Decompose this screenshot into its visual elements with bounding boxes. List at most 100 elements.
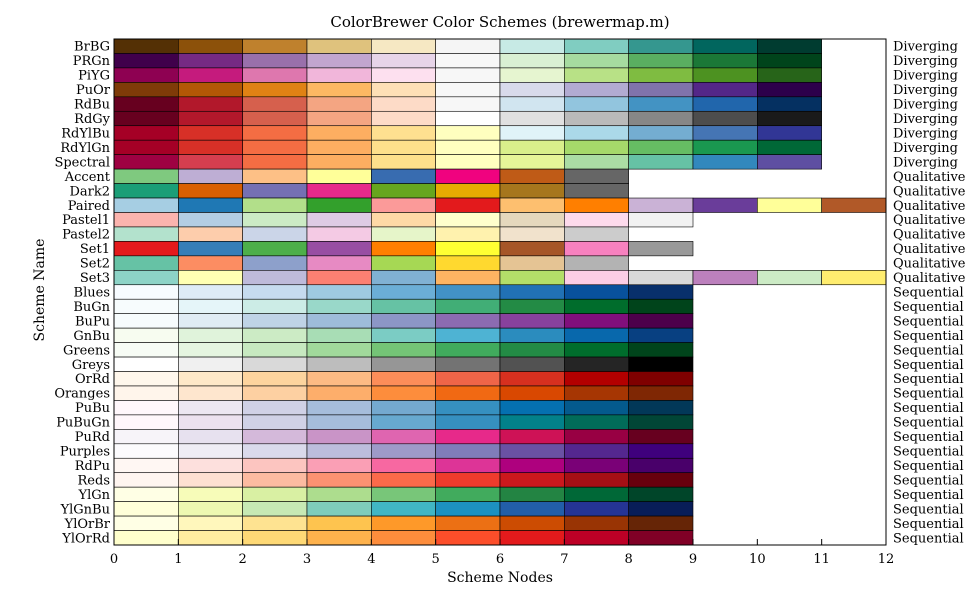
- color-cell-set1-1: [113, 241, 179, 257]
- color-cell-pubugn-8: [564, 414, 629, 430]
- color-cell-bupu-9: [628, 313, 694, 329]
- color-cell-spectral-9: [628, 154, 694, 170]
- color-cell-rdylbu-6: [435, 125, 501, 141]
- color-cell-gnbu-9: [628, 327, 694, 343]
- color-cell-paired-9: [628, 197, 694, 213]
- x-tick-label-8: 8: [625, 552, 633, 567]
- color-cell-rdgy-8: [564, 110, 629, 127]
- color-cell-dark2-1: [113, 183, 179, 199]
- color-cell-prgn-5: [371, 53, 436, 69]
- color-cell-brbg-8: [564, 38, 629, 54]
- color-cell-orrd-5: [371, 371, 436, 387]
- color-cell-accent-1: [113, 168, 179, 184]
- color-cell-pastel1-3: [242, 212, 308, 228]
- color-cell-pubugn-7: [499, 414, 565, 430]
- color-cell-oranges-7: [499, 385, 565, 401]
- color-cell-ylgnbu-7: [499, 501, 565, 517]
- color-cell-brbg-6: [435, 38, 501, 54]
- color-cell-dark2-4: [306, 183, 372, 199]
- scheme-type-orrd: Sequential: [893, 372, 964, 387]
- color-cell-ylorrd-5: [371, 530, 436, 546]
- color-cell-brbg-1: [113, 38, 179, 54]
- scheme-type-rdgy: Diverging: [893, 112, 958, 127]
- scheme-label-ylgn: YlGn: [78, 488, 111, 503]
- color-cell-piyg-4: [306, 67, 372, 83]
- color-cell-reds-1: [113, 472, 179, 488]
- color-cell-set1-6: [435, 241, 501, 257]
- color-cell-set3-9: [628, 270, 694, 286]
- color-cell-rdylbu-8: [564, 125, 629, 141]
- color-cell-pubu-9: [628, 400, 694, 416]
- color-cell-bugn-5: [371, 298, 436, 314]
- color-cell-ylgnbu-5: [371, 501, 436, 517]
- color-cell-ylorrd-1: [113, 530, 179, 546]
- scheme-type-prgn: Diverging: [893, 54, 958, 69]
- color-cell-pastel1-6: [435, 212, 501, 228]
- color-cell-spectral-7: [499, 154, 565, 170]
- x-axis-ticks: 0 1 2 3 4 5 6 7 8 9 10 11 12: [110, 539, 894, 567]
- scheme-type-bupu: Sequential: [893, 314, 964, 329]
- color-cell-rdylgn-7: [499, 139, 565, 155]
- color-cell-piyg-3: [242, 67, 308, 83]
- chart-title: ColorBrewer Color Schemes (brewermap.m): [330, 13, 669, 31]
- color-cell-ylorrd-3: [242, 530, 308, 546]
- color-cell-prgn-6: [435, 53, 501, 69]
- color-cell-ylorbr-3: [242, 515, 308, 531]
- color-cell-ylgnbu-8: [564, 501, 629, 517]
- color-cell-rdylbu-11: [757, 125, 822, 141]
- color-cell-pastel2-3: [242, 226, 308, 242]
- scheme-label-dark2: Dark2: [69, 184, 110, 199]
- color-cell-greens-7: [499, 342, 565, 358]
- scheme-label-pubugn: PuBuGn: [56, 416, 110, 431]
- color-cell-paired-3: [242, 197, 308, 213]
- color-cell-spectral-1: [113, 154, 179, 170]
- color-cell-greens-1: [113, 342, 179, 358]
- color-cell-rdbu-11: [757, 96, 822, 112]
- color-cell-spectral-6: [435, 154, 501, 170]
- color-cell-blues-7: [499, 284, 565, 300]
- x-tick-label-5: 5: [432, 552, 440, 567]
- color-cell-rdgy-4: [306, 110, 372, 127]
- color-cell-purples-6: [435, 443, 501, 459]
- color-cell-rdylgn-8: [564, 139, 629, 155]
- color-cell-ylorbr-4: [306, 515, 372, 531]
- color-cell-greys-5: [371, 356, 436, 372]
- color-cell-greys-2: [178, 356, 243, 372]
- color-cell-pastel1-2: [178, 212, 243, 228]
- color-cell-greens-9: [628, 342, 694, 358]
- color-cell-paired-6: [435, 197, 501, 213]
- color-cell-rdylgn-6: [435, 139, 501, 155]
- color-cell-brbg-4: [306, 38, 372, 54]
- x-tick-label-4: 4: [367, 552, 375, 567]
- scheme-label-rdgy: RdGy: [74, 112, 110, 127]
- x-axis-label: Scheme Nodes: [447, 570, 553, 586]
- color-cell-purples-3: [242, 443, 308, 459]
- color-cell-purples-8: [564, 443, 629, 459]
- color-cell-pastel2-2: [178, 226, 243, 242]
- color-cell-rdpu-3: [242, 457, 308, 474]
- scheme-label-set2: Set2: [80, 257, 110, 272]
- scheme-type-set2: Qualitative: [893, 257, 965, 272]
- color-cell-purd-6: [435, 429, 501, 445]
- color-cell-rdgy-1: [113, 110, 179, 127]
- scheme-type-rdylgn: Diverging: [893, 141, 958, 156]
- color-cell-rdbu-2: [178, 96, 243, 112]
- color-cell-set2-8: [564, 255, 629, 271]
- color-cell-oranges-5: [371, 385, 436, 401]
- color-cell-pubu-4: [306, 400, 372, 416]
- color-cell-gnbu-6: [435, 327, 501, 343]
- color-cell-set3-5: [371, 270, 436, 286]
- color-cell-prgn-9: [628, 53, 694, 69]
- color-cell-accent-7: [499, 168, 565, 184]
- x-tick-label-12: 12: [878, 552, 895, 567]
- color-cell-prgn-2: [178, 53, 243, 69]
- color-cell-rdbu-5: [371, 96, 436, 112]
- color-cell-purd-3: [242, 429, 308, 445]
- scheme-label-piyg: PiYG: [78, 69, 110, 84]
- scheme-name-labels: BrBGPRGnPiYGPuOrRdBuRdGyRdYlBuRdYlGnSpec…: [54, 40, 110, 547]
- color-cell-bugn-3: [242, 298, 308, 314]
- scheme-type-gnbu: Sequential: [893, 329, 964, 344]
- color-cell-pastel2-8: [564, 226, 629, 242]
- color-cell-rdbu-9: [628, 96, 694, 112]
